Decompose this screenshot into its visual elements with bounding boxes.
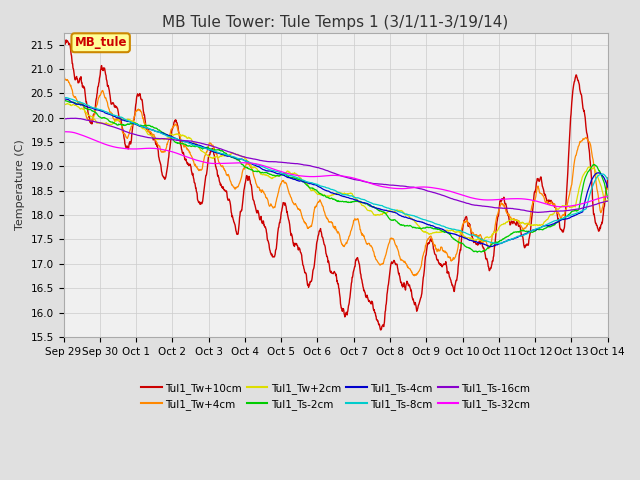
Legend: Tul1_Tw+10cm, Tul1_Tw+4cm, Tul1_Tw+2cm, Tul1_Ts-2cm, Tul1_Ts-4cm, Tul1_Ts-8cm, T: Tul1_Tw+10cm, Tul1_Tw+4cm, Tul1_Tw+2cm, …: [136, 379, 534, 414]
Line: Tul1_Ts-4cm: Tul1_Ts-4cm: [63, 98, 608, 247]
Tul1_Ts-8cm: [60, 95, 67, 100]
Tul1_Tw+2cm: [64, 101, 72, 107]
Tul1_Ts-32cm: [312, 174, 319, 180]
Tul1_Ts-16cm: [302, 162, 310, 168]
Tul1_Tw+2cm: [291, 170, 299, 176]
Tul1_Tw+10cm: [370, 307, 378, 312]
Line: Tul1_Tw+10cm: Tul1_Tw+10cm: [63, 40, 608, 330]
Tul1_Ts-2cm: [370, 204, 378, 209]
Tul1_Tw+4cm: [124, 134, 132, 140]
Tul1_Ts-16cm: [604, 198, 612, 204]
Tul1_Ts-4cm: [102, 110, 109, 116]
Line: Tul1_Tw+2cm: Tul1_Tw+2cm: [63, 104, 608, 242]
Tul1_Ts-16cm: [60, 116, 67, 121]
Tul1_Ts-16cm: [71, 115, 79, 121]
Tul1_Ts-2cm: [60, 97, 67, 103]
Tul1_Tw+2cm: [102, 120, 110, 126]
Tul1_Ts-8cm: [124, 118, 132, 123]
Tul1_Ts-2cm: [102, 116, 110, 121]
Tul1_Tw+10cm: [377, 327, 385, 333]
Tul1_Ts-8cm: [369, 201, 377, 207]
Tul1_Ts-32cm: [291, 172, 298, 178]
Tul1_Tw+4cm: [410, 273, 418, 279]
Tul1_Ts-2cm: [312, 187, 319, 192]
Tul1_Ts-32cm: [102, 142, 109, 147]
Tul1_Ts-16cm: [534, 209, 541, 215]
Tul1_Ts-8cm: [494, 241, 502, 247]
Line: Tul1_Ts-32cm: Tul1_Ts-32cm: [63, 132, 608, 207]
Tul1_Tw+2cm: [478, 239, 486, 245]
Tul1_Ts-32cm: [369, 181, 377, 187]
Line: Tul1_Ts-8cm: Tul1_Ts-8cm: [63, 97, 608, 244]
Tul1_Ts-4cm: [604, 184, 612, 190]
Tul1_Ts-2cm: [604, 195, 612, 201]
Tul1_Ts-8cm: [291, 174, 298, 180]
Text: MB_tule: MB_tule: [74, 36, 127, 49]
Tul1_Ts-16cm: [312, 164, 319, 170]
Tul1_Tw+4cm: [302, 221, 310, 227]
Tul1_Tw+10cm: [302, 271, 310, 276]
Tul1_Ts-2cm: [124, 121, 132, 127]
Tul1_Ts-8cm: [102, 109, 109, 115]
Tul1_Ts-2cm: [474, 249, 481, 255]
Tul1_Ts-8cm: [302, 178, 310, 184]
Tul1_Ts-4cm: [312, 182, 319, 188]
Tul1_Ts-8cm: [312, 181, 319, 187]
Tul1_Ts-32cm: [559, 204, 566, 210]
Tul1_Tw+4cm: [312, 204, 319, 210]
Line: Tul1_Tw+4cm: Tul1_Tw+4cm: [63, 76, 608, 276]
Tul1_Tw+10cm: [312, 248, 319, 253]
Tul1_Ts-8cm: [604, 177, 612, 182]
Tul1_Tw+4cm: [369, 248, 377, 254]
Tul1_Ts-16cm: [370, 181, 378, 187]
Tul1_Tw+10cm: [604, 175, 612, 181]
Tul1_Ts-2cm: [302, 181, 310, 187]
Tul1_Tw+2cm: [124, 116, 132, 122]
Tul1_Ts-2cm: [291, 175, 299, 181]
Tul1_Ts-32cm: [60, 129, 67, 134]
Tul1_Tw+10cm: [124, 146, 132, 152]
Tul1_Tw+4cm: [291, 202, 298, 207]
Tul1_Tw+2cm: [312, 190, 319, 195]
Title: MB Tule Tower: Tule Temps 1 (3/1/11-3/19/14): MB Tule Tower: Tule Temps 1 (3/1/11-3/19…: [163, 15, 509, 30]
Tul1_Ts-32cm: [604, 194, 612, 200]
Tul1_Ts-4cm: [369, 204, 377, 210]
Tul1_Tw+4cm: [102, 95, 109, 100]
Tul1_Tw+10cm: [291, 242, 299, 248]
Tul1_Ts-4cm: [302, 179, 310, 185]
Tul1_Tw+4cm: [60, 73, 67, 79]
Y-axis label: Temperature (C): Temperature (C): [15, 139, 25, 230]
Tul1_Ts-32cm: [124, 146, 132, 152]
Tul1_Tw+10cm: [62, 37, 70, 43]
Line: Tul1_Ts-2cm: Tul1_Ts-2cm: [63, 100, 608, 252]
Tul1_Ts-16cm: [124, 130, 132, 135]
Tul1_Tw+2cm: [302, 180, 310, 186]
Tul1_Tw+2cm: [370, 212, 378, 217]
Tul1_Tw+4cm: [604, 185, 612, 191]
Tul1_Ts-16cm: [102, 122, 110, 128]
Tul1_Tw+10cm: [60, 42, 67, 48]
Tul1_Ts-4cm: [124, 119, 132, 124]
Tul1_Tw+2cm: [60, 101, 67, 107]
Tul1_Tw+2cm: [604, 197, 612, 203]
Tul1_Ts-4cm: [291, 177, 298, 182]
Tul1_Tw+10cm: [102, 72, 110, 78]
Line: Tul1_Ts-16cm: Tul1_Ts-16cm: [63, 118, 608, 212]
Tul1_Ts-16cm: [291, 161, 299, 167]
Tul1_Ts-4cm: [487, 244, 495, 250]
Tul1_Ts-4cm: [60, 96, 67, 101]
Tul1_Ts-32cm: [302, 173, 310, 179]
Tul1_Ts-2cm: [60, 97, 68, 103]
